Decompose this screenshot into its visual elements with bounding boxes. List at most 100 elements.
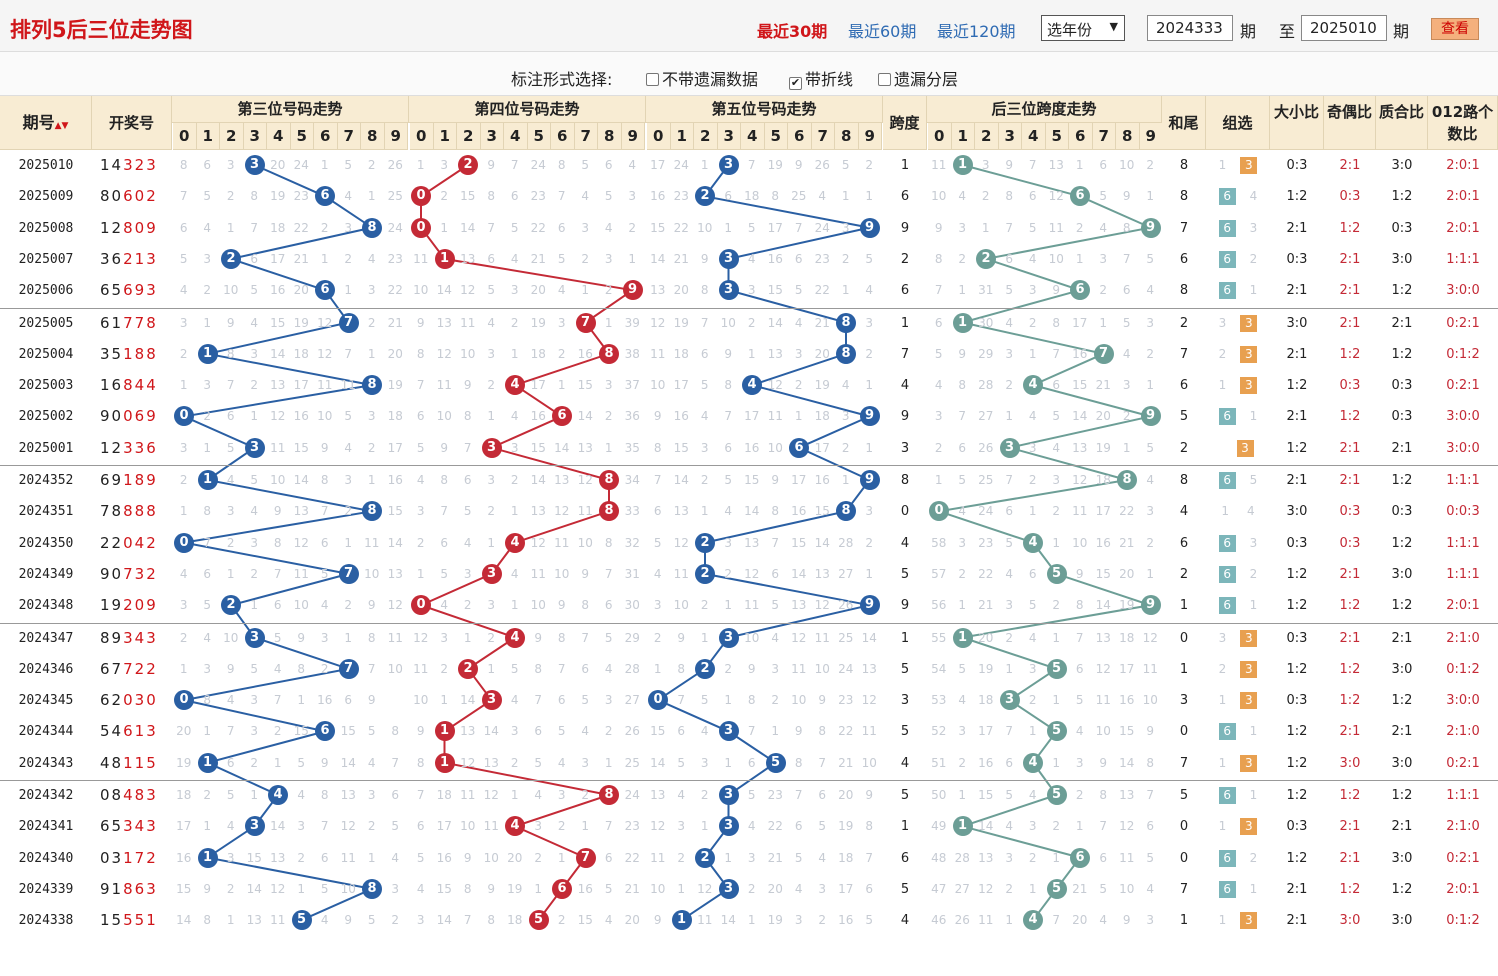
pos3-digit-3: 3 <box>243 123 267 150</box>
sum-tail-value: 8 <box>1179 473 1189 488</box>
pos4-miss: 8 <box>534 661 543 676</box>
parity-ratio-value: 2:1 <box>1339 819 1361 835</box>
road-ratio-value: 2:1:0 <box>1446 819 1480 835</box>
pos4-miss: 16 <box>436 850 452 865</box>
group-miss: 4 <box>1247 504 1255 519</box>
span-trend-miss: 6 <box>1052 378 1061 393</box>
year-select[interactable]: 选年份 ▼ <box>1041 15 1125 41</box>
pos5-miss: 19 <box>838 819 854 834</box>
draw-digit: 8 <box>123 376 135 395</box>
miss-layer-checkbox[interactable] <box>878 73 891 86</box>
pos3-miss: 1 <box>367 850 376 865</box>
pos3-miss: 26 <box>387 158 403 172</box>
group3-tag: 3 <box>1240 157 1258 174</box>
recent-120-link[interactable]: 最近120期 <box>937 22 1016 41</box>
span-trend-miss: 2 <box>1052 819 1061 834</box>
from-issue-input[interactable]: 2024333 <box>1147 15 1233 41</box>
span-trend-miss: 5 <box>1099 881 1108 896</box>
pos4-miss: 11 <box>460 788 476 802</box>
pos4-miss: 2 <box>463 598 472 613</box>
option-polyline[interactable]: ✔ 带折线 <box>789 66 853 90</box>
recent-60-link[interactable]: 最近60期 <box>848 22 917 41</box>
pos4-miss: 2 <box>510 315 519 330</box>
span-value: 8 <box>900 473 910 488</box>
issue-cell: 2025010 <box>18 158 74 173</box>
pos5-miss: 1 <box>747 913 756 928</box>
view-button[interactable]: 查看 <box>1431 18 1479 40</box>
road-ratio-value: 1:1:1 <box>1446 788 1480 803</box>
span-trend-miss: 30 <box>978 315 994 330</box>
pos3-miss: 13 <box>387 566 403 581</box>
span-trend-miss: 28 <box>954 850 970 865</box>
draw-digit: 8 <box>146 502 158 521</box>
option-miss-layer[interactable]: 遗漏分层 <box>878 66 958 90</box>
group6-tag: 6 <box>1218 472 1236 489</box>
pos5-miss: 8 <box>747 693 756 708</box>
span-trend-miss: 2 <box>958 251 967 266</box>
pos3-miss: 7 <box>320 504 329 519</box>
pos3-miss: 2 <box>250 755 259 770</box>
pos3-miss: 7 <box>179 189 188 204</box>
pos5-ball: 3 <box>718 878 739 899</box>
span-value: 5 <box>900 566 910 582</box>
pos4-miss: 22 <box>530 220 546 235</box>
draw-digit: 8 <box>146 313 158 332</box>
pos3-miss: 20 <box>270 158 286 172</box>
pos4-miss: 6 <box>463 473 472 487</box>
draw-digit: 1 <box>100 218 112 237</box>
polyline-checkbox[interactable]: ✔ <box>789 76 802 90</box>
span-trend-miss: 26 <box>954 913 970 928</box>
prime-ratio-value: 0:3 <box>1391 378 1413 394</box>
pos4-miss: 5 <box>557 251 566 266</box>
pos3-miss: 17 <box>387 440 403 455</box>
span-trend-miss: 8 <box>934 251 943 266</box>
pos5-miss: 6 <box>794 251 803 266</box>
span-trend-miss: 1 <box>1028 346 1037 361</box>
no-miss-checkbox[interactable] <box>646 73 659 86</box>
span-trend-miss: 5 <box>1028 598 1037 613</box>
to-issue-input[interactable]: 2025010 <box>1301 15 1387 41</box>
pos3-miss: 5 <box>203 189 212 204</box>
pos5-miss: 16 <box>744 440 760 455</box>
pos3-header: 第三位号码走势 <box>172 96 409 123</box>
span-trend-digit-8: 8 <box>1116 123 1140 150</box>
pos5-miss: 14 <box>861 630 877 645</box>
pos3-miss: 8 <box>367 630 376 645</box>
pos5-miss: 15 <box>673 440 689 455</box>
pos3-miss: 14 <box>270 346 286 361</box>
span-trend-ball: 2 <box>976 248 996 269</box>
pos3-miss: 7 <box>391 755 400 770</box>
table-row: 2024344 54613 20 1 7 3 2 15 6 15 5 8 9 1 13 14 3 6 5 4 2 26 15… <box>0 716 1498 747</box>
pos5-miss: 9 <box>677 630 686 645</box>
pos4-miss: 6 <box>604 598 613 613</box>
page-title: 排列5后三位走势图 <box>10 18 193 42</box>
span-trend-miss: 1 <box>1052 693 1061 708</box>
prime-ratio-header: 质合比 <box>1376 96 1428 150</box>
pos5-miss: 6 <box>700 346 709 361</box>
span-trend-miss: 15 <box>1072 378 1088 393</box>
issue-cell: 2024346 <box>18 661 74 677</box>
pos4-ball: 0 <box>411 217 431 238</box>
sum-tail-value: 1 <box>1179 913 1189 929</box>
pos3-miss: 3 <box>179 315 188 330</box>
pos3-miss: 1 <box>203 440 212 455</box>
span-trend-miss: 17 <box>1119 661 1135 676</box>
sort-arrows-icon[interactable]: ▲▼ <box>54 121 69 131</box>
pos3-ball: 3 <box>244 816 265 837</box>
option-no-miss[interactable]: 不带遗漏数据 <box>646 66 758 90</box>
pos5-miss: 10 <box>720 315 736 330</box>
pos5-ball: 3 <box>718 816 739 837</box>
issue-cell: 2025009 <box>18 189 74 205</box>
draw-digit: 1 <box>100 911 112 930</box>
span-trend-miss: 10 <box>1072 535 1088 550</box>
pos4-miss: 13 <box>530 504 546 519</box>
pos5-miss: 2 <box>865 346 874 361</box>
recent-30-link[interactable]: 最近30期 <box>757 22 828 41</box>
pos5-miss: 21 <box>838 755 854 770</box>
pos3-miss: 2 <box>226 189 235 204</box>
pos5-miss: 3 <box>818 881 827 896</box>
group3-tag: 3 <box>1240 314 1258 332</box>
